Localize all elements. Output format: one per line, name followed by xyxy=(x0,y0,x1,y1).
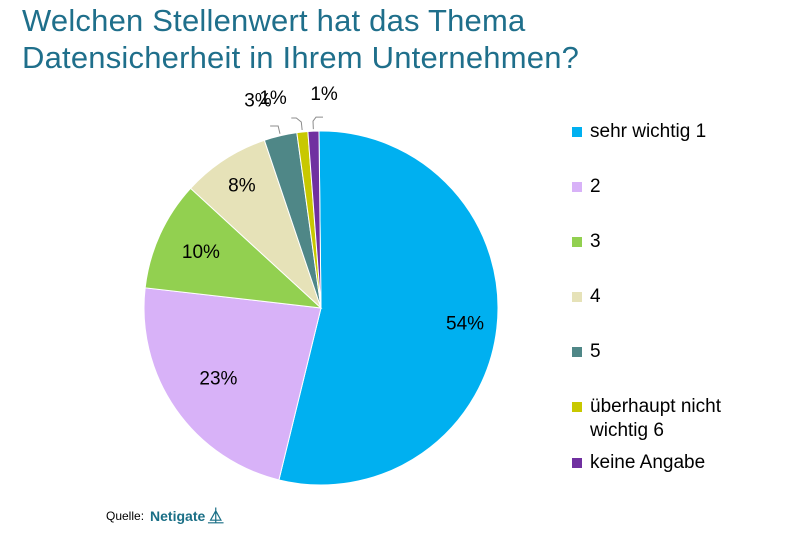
data-label-6: 1% xyxy=(259,88,287,109)
legend-swatch xyxy=(572,237,582,247)
pie-slice-3 xyxy=(144,187,323,309)
leader-line-6 xyxy=(291,117,303,131)
legend-label: keine Angabe xyxy=(590,452,706,473)
source-brand: Netigate ⏅ xyxy=(150,505,223,526)
legend-item-keine-angabe: keine Angabe xyxy=(572,451,775,475)
chart-title: Welchen Stellenwert hat das Thema Datens… xyxy=(22,2,762,76)
legend-swatch xyxy=(572,127,582,137)
legend-label: sehr wichtig 1 xyxy=(590,121,707,142)
legend-label: 2 xyxy=(590,176,601,197)
pie-slice-2 xyxy=(143,287,322,481)
data-label-1: 54% xyxy=(446,314,484,335)
legend-swatch xyxy=(572,347,582,357)
data-label-4: 8% xyxy=(228,175,256,196)
source-label: Quelle: xyxy=(106,508,145,523)
legend-item-4: 4 xyxy=(572,285,775,309)
chart-title-line-1: Welchen Stellenwert hat das Thema xyxy=(22,3,526,38)
data-label-5: 3% xyxy=(244,91,272,112)
legend-label: 5 xyxy=(590,341,601,362)
legend-item-sehr-wichtig-1: sehr wichtig 1 xyxy=(572,120,775,144)
data-label-7: 1% xyxy=(310,84,338,105)
legend-label: überhaupt nicht wichtig 6 xyxy=(590,396,721,441)
legend-swatch xyxy=(572,458,582,468)
legend-item-ueberhaupt-nicht-wichtig-6: überhaupt nicht wichtig 6 xyxy=(572,395,775,443)
legend-item-3: 3 xyxy=(572,230,775,254)
legend-swatch xyxy=(572,292,582,302)
pie-slice-7 xyxy=(307,130,322,309)
legend-swatch xyxy=(572,182,582,192)
leader-line-5 xyxy=(270,125,281,134)
legend-swatch xyxy=(572,402,582,412)
brand-name: Netigate xyxy=(150,507,206,524)
data-label-2: 23% xyxy=(199,368,237,389)
pie-slice-4 xyxy=(189,139,322,309)
legend-label: 4 xyxy=(590,286,601,307)
data-label-3: 10% xyxy=(182,242,220,263)
leader-line-7 xyxy=(312,116,324,130)
legend-item-5: 5 xyxy=(572,340,775,364)
pie-slice-1 xyxy=(278,130,499,486)
legend-label: 3 xyxy=(590,231,601,252)
legend-item-2: 2 xyxy=(572,175,775,199)
chart-title-line-2: Datensicherheit in Ihrem Unternehmen? xyxy=(22,40,580,75)
netigate-logo-icon: ⏅ xyxy=(208,508,224,525)
source-credit: Quelle: Netigate ⏅ xyxy=(106,505,223,526)
